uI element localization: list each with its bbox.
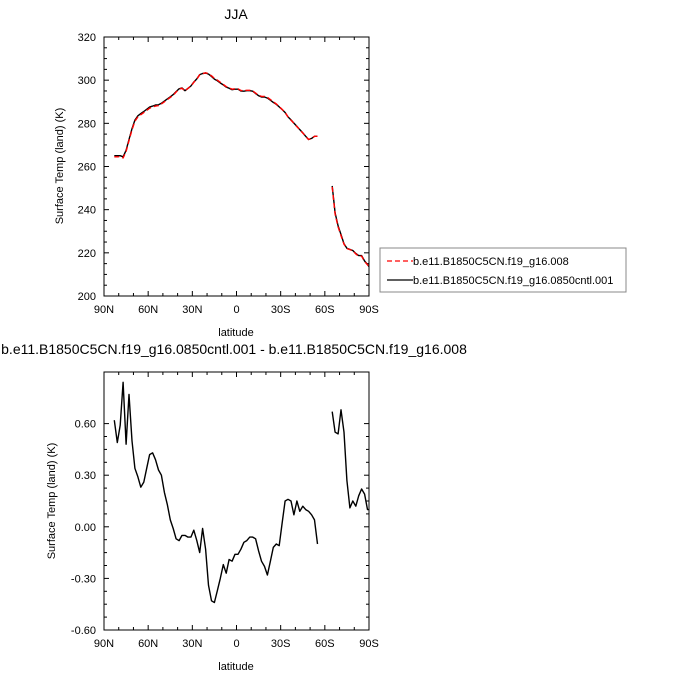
top-y-tick-label: 320 — [78, 32, 96, 44]
bottom-x-tick-label: 60S — [315, 638, 335, 650]
legend-label-series-2: b.e11.B1850C5CN.f19_g16.0850cntl.001 — [413, 275, 613, 287]
bottom-y-axis-label: Surface Temp (land) (K) — [46, 443, 58, 560]
bottom-y-tick-label: 0.30 — [75, 470, 96, 482]
top-y-tick-label: 260 — [78, 162, 96, 174]
top-x-tick-label: 0 — [233, 304, 239, 316]
top-y-tick-label: 300 — [78, 75, 96, 87]
legend-box — [379, 247, 627, 293]
bottom-plot-area: 90N 60N 30N 0 30S 60S 90S -0.60 -0.30 0.00 0.30 0.6… — [71, 372, 379, 650]
bottom-series-1-line-segment-1 — [113, 381, 319, 604]
top-x-tick-label: 30S — [271, 304, 291, 316]
top-series-1-line-segment-2 — [331, 186, 370, 268]
bottom-x-tick-label: 30S — [271, 638, 291, 650]
top-plot-area: 90N 60N 30N 0 30S 60S 90S 200 220 240 260 280 300 320 — [78, 32, 379, 316]
bottom-y-tick-label: 0.60 — [75, 419, 96, 431]
bottom-x-tick-label: 0 — [233, 638, 239, 650]
top-series-2-line-segment-1 — [114, 72, 318, 158]
top-x-tick-label: 90S — [359, 304, 379, 316]
bottom-chart-title: b.e11.B1850C5CN.f19_g16.0850cntl.001 - b… — [1, 341, 467, 357]
top-chart: JJA 90N 60N 30N 0 30S 60S 90S 200 220 240 260 280 30… — [54, 6, 379, 339]
top-y-tick-label: 280 — [78, 118, 96, 130]
top-chart-title: JJA — [224, 6, 248, 22]
bottom-y-tick-label: -0.30 — [71, 573, 96, 585]
top-y-tick-label: 220 — [78, 248, 96, 260]
bottom-x-tick-label: 90S — [359, 638, 379, 650]
legend-label-series-1: b.e11.B1850C5CN.f19_g16.008 — [413, 256, 569, 268]
bottom-x-tick-label: 30N — [182, 638, 202, 650]
top-series-1-line-segment-1 — [114, 72, 318, 159]
bottom-y-tick-label: 0.00 — [75, 522, 96, 534]
top-y-axis-label: Surface Temp (land) (K) — [54, 108, 66, 225]
bottom-chart: b.e11.B1850C5CN.f19_g16.0850cntl.001 - b… — [1, 341, 467, 673]
bottom-plot-frame — [103, 371, 370, 631]
top-x-tick-label: 60N — [138, 304, 158, 316]
legend: b.e11.B1850C5CN.f19_g16.008 b.e11.B1850C… — [379, 247, 627, 293]
bottom-x-tick-label: 60N — [138, 638, 158, 650]
top-series-2-line-segment-2 — [331, 185, 370, 268]
top-x-tick-label: 30N — [182, 304, 202, 316]
top-plot-frame — [103, 36, 370, 297]
top-y-tick-label: 200 — [78, 291, 96, 303]
bottom-x-axis-label: latitude — [218, 661, 253, 673]
bottom-y-tick-label: -0.60 — [71, 625, 96, 637]
top-y-tick-label: 240 — [78, 205, 96, 217]
top-x-tick-label: 90N — [94, 304, 114, 316]
bottom-x-tick-label: 90N — [94, 638, 114, 650]
bottom-series-1-line-segment-2 — [331, 409, 369, 511]
top-x-tick-label: 60S — [315, 304, 335, 316]
top-x-axis-label: latitude — [218, 327, 253, 339]
